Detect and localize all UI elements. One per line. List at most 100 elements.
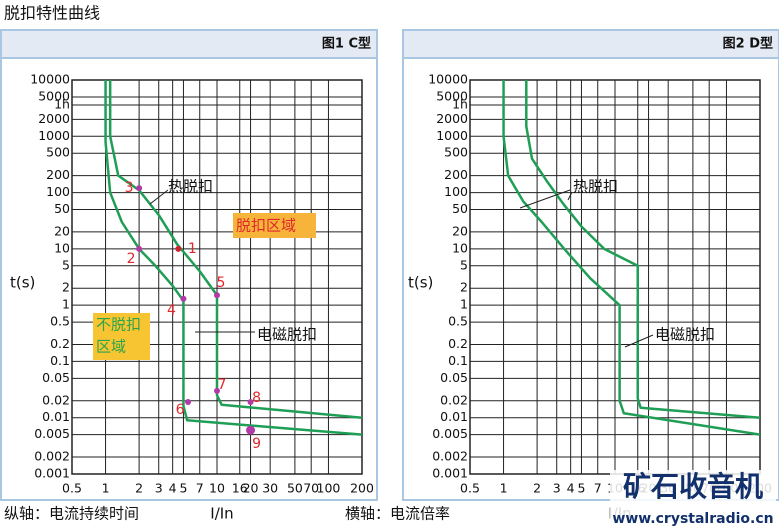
y-tick-label: 20 [452,223,468,238]
x-axis-label: I/In [210,505,233,523]
point-label: 3 [125,180,134,196]
point-label: 4 [167,303,176,319]
plot-frame [71,79,363,475]
watermark-url: www.crystalradio.cn [612,511,773,527]
x-tick-label: 10 [209,481,225,496]
y-tick-label: 10 [54,240,70,255]
y-tick-label: 0.5 [50,314,70,329]
x-tick-label: 0.5 [62,481,82,496]
point-label: 1 [188,241,197,257]
leader-line [519,189,571,209]
x-tick-label: 30 [262,481,278,496]
x-tick-label: 200 [350,481,374,496]
panel-header [402,29,779,59]
curve [108,80,363,419]
y-tick-label: 0.1 [448,353,468,368]
y-tick-label: 1 [62,297,70,312]
x-tick-label: 1 [500,481,508,496]
curve [525,80,761,419]
y-tick-label: 5000 [436,88,468,103]
leader-line [624,334,654,348]
x-tick-label: 5 [179,481,187,496]
x-tick-label: 2 [533,481,541,496]
point [185,399,192,406]
y-tick-label: 0.001 [432,466,468,481]
y-axis-label: t(s) [408,274,433,292]
chart-title: 图1 C型 [322,36,371,52]
x-tick-label: 7 [196,481,204,496]
x-tick-label: 3 [155,481,163,496]
leader-line [567,191,573,201]
leader-line [149,189,169,205]
y-tick-label: 50 [54,201,70,216]
x-tick-label: 7 [594,481,602,496]
point-label: 6 [176,402,185,418]
no-trip-zone-box [93,313,150,360]
panel-header [0,29,378,59]
point [214,387,220,394]
annotation: 脱扣区域 [236,217,296,235]
watermark-bg [610,470,776,528]
point-label: 7 [218,377,227,393]
panel [402,29,779,501]
point [180,295,187,302]
point [175,245,182,252]
y-tick-label: 1h [54,96,70,111]
y-tick-label: 1000 [38,128,70,143]
page-title: 脱扣特性曲线 [4,4,100,23]
y-tick-label: 0.02 [440,392,468,407]
y-tick-label: 0.005 [432,426,468,441]
y-tick-label: 100 [444,184,468,199]
y-tick-label: 200 [46,167,70,182]
y-tick-label: 0.5 [448,314,468,329]
x-tick-label: 1 [102,481,110,496]
x-tick-label: 0.5 [460,481,480,496]
y-tick-label: 2000 [38,111,70,126]
y-tick-label: 100 [46,184,70,199]
point [214,292,220,299]
y-tick-label: 0.02 [42,392,70,407]
y-tick-label: 20 [54,223,70,238]
watermark-name: 矿石收音机 [623,470,763,503]
point [136,245,143,252]
point-label: 2 [127,251,136,267]
y-tick-label: 10 [452,240,468,255]
x-tick-label: 4 [169,481,177,496]
y-tick-label: 500 [46,145,70,160]
point-label: 5 [217,275,226,291]
y-tick-label: 5000 [38,88,70,103]
point-label: 9 [252,436,261,452]
annotation: 电磁脱扣 [257,326,317,344]
y-tick-label: 0.001 [34,466,70,481]
y-tick-label: 10000 [30,72,70,87]
y-tick-label: 0.2 [448,336,468,351]
y-tick-label: 0.1 [50,353,70,368]
x-tick-label: 4 [567,481,575,496]
y-tick-label: 0.002 [34,449,70,464]
y-axis-label: t(s) [10,274,35,292]
y-tick-label: 2 [62,280,70,295]
y-tick-label: 0.002 [432,449,468,464]
annotation: 区域 [96,338,126,356]
y-tick-label: 0.01 [42,409,70,424]
y-note: 纵轴：电流持续时间 [4,505,139,523]
curve [502,80,761,436]
annotation: 热脱扣 [573,178,618,196]
y-tick-label: 5 [62,257,70,272]
y-tick-label: 200 [444,167,468,182]
trip-zone-box [233,213,316,238]
y-tick-label: 0.05 [440,370,468,385]
x-tick-label: 100 [317,481,341,496]
x-tick-label: 20 [243,481,259,496]
chart-title: 图2 D型 [723,36,773,52]
annotation: 不脱扣 [96,316,141,334]
y-tick-label: 2000 [436,111,468,126]
y-tick-label: 0.05 [42,370,70,385]
y-tick-label: 2 [460,280,468,295]
point [246,425,256,435]
x-note: 横轴：电流倍率 [345,505,450,523]
y-tick-label: 5 [460,257,468,272]
x-tick-label: 16 [232,481,248,496]
annotation: 热脱扣 [168,178,213,196]
